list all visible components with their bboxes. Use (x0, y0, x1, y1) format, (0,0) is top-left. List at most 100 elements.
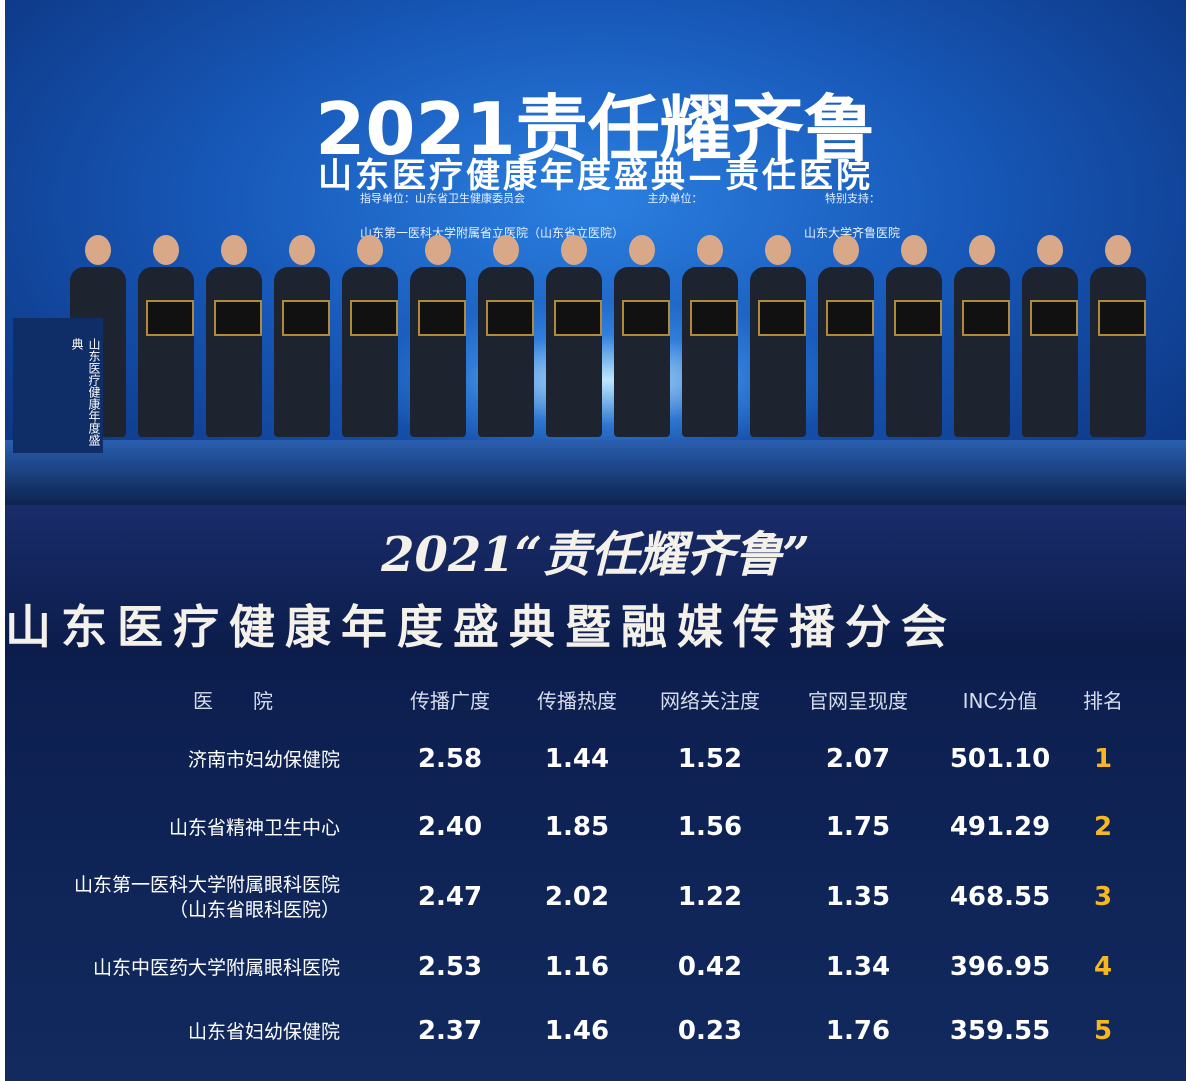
rank: 3 (1093, 882, 1113, 912)
hospital-item: 山东大学齐鲁医院 (803, 226, 900, 240)
score: 491.29 (949, 812, 1051, 842)
award-plaque (554, 300, 602, 336)
person-head (425, 235, 451, 265)
credit: 指导单位：山东省卫生健康委员会 (360, 192, 525, 205)
award-plaque (962, 300, 1010, 336)
column-header: 网络关注度 (660, 689, 760, 713)
person-head (357, 235, 383, 265)
person-body (750, 267, 806, 437)
column-header: 医 院 (193, 689, 273, 713)
person-body (1022, 267, 1078, 437)
ranking-table: 医 院 传播广度 传播热度 网络关注度 官网呈现度 INC分值 排名 济南市妇幼保健院 2.58… (5, 655, 1186, 1081)
stage-title: 2021责任耀齐鲁 (315, 87, 876, 171)
column-header: 官网呈现度 (808, 689, 908, 713)
person-head (561, 235, 587, 265)
person-head (289, 235, 315, 265)
person (546, 235, 602, 437)
score: 2.40 (417, 812, 483, 842)
award-plaque (690, 300, 738, 336)
hospital-name: 山东省妇幼保健院 (188, 1020, 340, 1045)
banner: 2021“责任耀齐鲁” 山东医疗健康年度盛典暨融媒传播分会 (5, 505, 1186, 655)
award-plaque (282, 300, 330, 336)
score: 2.37 (417, 1016, 483, 1046)
hospital-line: （山东省眼科医院） (168, 899, 340, 921)
person (206, 235, 262, 437)
award-plaque (146, 300, 194, 336)
award-plaque (1098, 300, 1146, 336)
score: 501.10 (949, 744, 1051, 774)
podium: 山东医疗健康年度盛典 (13, 318, 103, 453)
score: 1.52 (677, 744, 743, 774)
score: 359.55 (949, 1016, 1051, 1046)
score: 2.53 (417, 952, 483, 982)
person-body (206, 267, 262, 437)
stage-photo: 2021责任耀齐鲁 山东医疗健康年度盛典—责任医院 指导单位：山东省卫生健康委员… (5, 0, 1186, 505)
person-head (697, 235, 723, 265)
person-head (969, 235, 995, 265)
stage-floor (5, 440, 1186, 505)
award-plaque (418, 300, 466, 336)
person-head (153, 235, 179, 265)
person (818, 235, 874, 437)
credit: 主办单位： (647, 192, 703, 205)
person-body (546, 267, 602, 437)
award-plaque (1030, 300, 1078, 336)
column-header: INC分值 (962, 689, 1038, 713)
banner-subtitle: 山东医疗健康年度盛典暨融媒传播分会 (5, 600, 957, 654)
person (138, 235, 194, 437)
score: 1.46 (544, 1016, 610, 1046)
hospital-name: 济南市妇幼保健院 (188, 748, 340, 773)
person-head (1105, 235, 1131, 265)
column-header: 排名 (1083, 689, 1123, 713)
rank: 2 (1093, 812, 1113, 842)
score: 1.22 (677, 882, 743, 912)
person (954, 235, 1010, 437)
person-body (818, 267, 874, 437)
award-plaque (894, 300, 942, 336)
hospital-line: 山东第一医科大学附属眼科医院 (73, 874, 340, 896)
score: 1.75 (825, 812, 891, 842)
person-body (954, 267, 1010, 437)
rank: 4 (1093, 952, 1113, 982)
person (682, 235, 738, 437)
credit: 特别支持： (825, 192, 880, 205)
person-head (1037, 235, 1063, 265)
hospital-name: 山东第一医科大学附属眼科医院 （山东省眼科医院） (74, 873, 340, 923)
score: 1.44 (544, 744, 610, 774)
score: 1.56 (677, 812, 743, 842)
person-body (274, 267, 330, 437)
hospital-name: 山东中医药大学附属眼科医院 (93, 956, 340, 981)
hospital-line: 山东省妇幼保健院 (187, 1020, 340, 1043)
column-header: 传播广度 (410, 689, 490, 713)
person-head (221, 235, 247, 265)
person-head (85, 235, 111, 265)
person (342, 235, 398, 437)
award-plaque (826, 300, 874, 336)
score: 2.07 (825, 744, 891, 774)
column-header: 传播热度 (537, 689, 617, 713)
person (274, 235, 330, 437)
score: 0.23 (677, 1016, 743, 1046)
rank: 1 (1093, 744, 1113, 774)
stage-credits: 指导单位：山东省卫生健康委员会 主办单位： 特别支持： (360, 190, 880, 206)
person (1090, 235, 1146, 437)
person-body (682, 267, 738, 437)
score: 396.95 (949, 952, 1051, 982)
person-body (1090, 267, 1146, 437)
rank: 5 (1093, 1016, 1113, 1046)
person-body (138, 267, 194, 437)
person (410, 235, 466, 437)
hospital-line: 山东中医药大学附属眼科医院 (92, 956, 340, 979)
person-body (614, 267, 670, 437)
score: 1.85 (544, 812, 610, 842)
person (614, 235, 670, 437)
hospital-line: 山东省精神卫生中心 (168, 816, 340, 839)
score: 2.02 (544, 882, 610, 912)
person-head (765, 235, 791, 265)
score: 1.16 (544, 952, 610, 982)
score: 0.42 (677, 952, 743, 982)
person-head (493, 235, 519, 265)
person-head (629, 235, 655, 265)
person-body (886, 267, 942, 437)
